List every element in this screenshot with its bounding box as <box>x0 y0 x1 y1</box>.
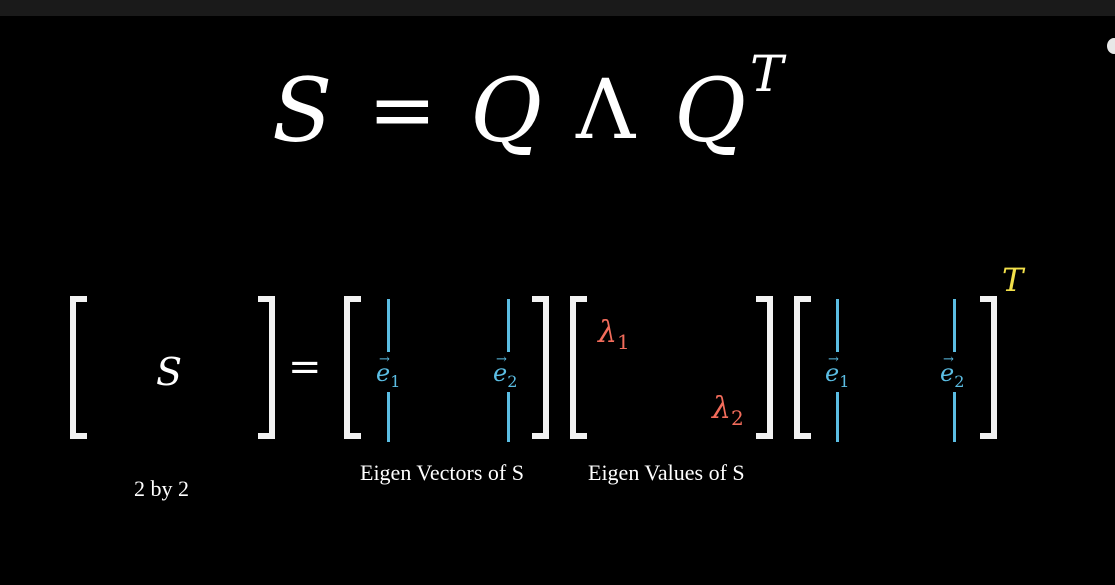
qt-e1-subscript: 1 <box>839 371 850 391</box>
vector-arrow-icon: → <box>943 352 954 367</box>
top-bar <box>0 0 1115 16</box>
eq-symbol-q: Q <box>470 59 543 162</box>
q-e1-symbol: e <box>376 359 391 387</box>
qt-eigenvector-2: → e2 <box>940 352 965 394</box>
qt-e2-subscript: 2 <box>954 371 965 391</box>
caption-size: 2 by 2 <box>134 476 189 501</box>
eq-transpose-superscript: T <box>750 45 784 103</box>
matrix-equals-sign: = <box>288 344 322 390</box>
matrix-s-label: S <box>156 350 183 394</box>
q-column2-top-line <box>507 299 510 352</box>
qt-column1-top-line <box>836 299 839 352</box>
vector-arrow-icon: → <box>828 352 839 367</box>
qt-column1-bottom-line <box>836 392 839 442</box>
matrix-lambda-right-bracket <box>756 296 773 439</box>
lambda-2: λ2 <box>712 394 744 433</box>
matrix-lambda-left-bracket <box>570 296 587 439</box>
matrix-s-right-bracket <box>258 296 275 439</box>
lambda-1-symbol: λ <box>598 315 618 350</box>
matrix-qt-left-bracket <box>794 296 811 439</box>
q-column2-bottom-line <box>507 392 510 442</box>
qt-column2-top-line <box>953 299 956 352</box>
q-eigenvector-2: → e2 <box>493 352 518 394</box>
qt-eigenvector-1: → e1 <box>825 352 850 394</box>
lambda-2-symbol: λ <box>712 391 732 426</box>
q-e2-subscript: 2 <box>507 371 518 391</box>
eq-symbol-s: S <box>272 59 333 162</box>
vector-arrow-icon: → <box>379 352 390 367</box>
qt-column2-bottom-line <box>953 392 956 442</box>
eq-symbol-lambda: Λ <box>576 63 636 158</box>
q-column1-top-line <box>387 299 390 352</box>
corner-indicator <box>1107 38 1115 54</box>
qt-transpose-superscript: T <box>1002 261 1024 299</box>
qt-e2-symbol: e <box>940 359 955 387</box>
eq-equals-sign: = <box>368 63 437 158</box>
vector-arrow-icon: → <box>496 352 507 367</box>
q-eigenvector-1: → e1 <box>376 352 401 394</box>
matrix-q-left-bracket <box>344 296 361 439</box>
caption-eigen-values: Eigen Values of S <box>588 460 745 485</box>
lambda-1-subscript: 1 <box>617 330 630 354</box>
qt-e1-symbol: e <box>825 359 840 387</box>
matrix-qt-right-bracket <box>980 296 997 439</box>
lambda-1: λ1 <box>598 318 630 357</box>
eq-symbol-q-transpose: Q <box>674 59 747 162</box>
q-e2-symbol: e <box>493 359 508 387</box>
q-e1-subscript: 1 <box>390 371 401 391</box>
lambda-2-subscript: 2 <box>731 406 744 430</box>
matrix-q-right-bracket <box>532 296 549 439</box>
matrix-s-left-bracket <box>70 296 87 439</box>
caption-eigen-vectors: Eigen Vectors of S <box>360 460 524 485</box>
q-column1-bottom-line <box>387 392 390 442</box>
